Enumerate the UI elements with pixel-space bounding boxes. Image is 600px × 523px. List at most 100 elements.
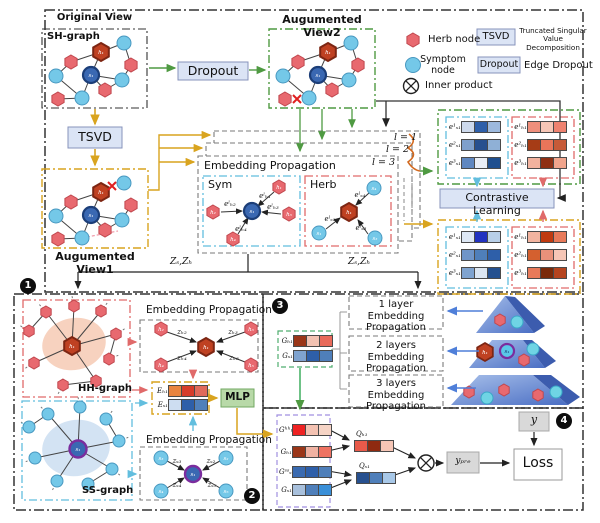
view1-sym-row-1: e¹ₛ₁ [448, 231, 501, 243]
svg-text:s₁: s₁ [75, 447, 80, 453]
svg-text:zₛ₃: zₛ₃ [172, 457, 182, 465]
pyramid-symptom-center [498, 342, 516, 360]
svg-text:h₁: h₁ [98, 190, 104, 196]
embedding-cells [292, 466, 332, 478]
view1-embeddings-box [437, 219, 581, 295]
loss-box [513, 448, 563, 481]
sh-graph-figure: h₁ s₁ [48, 35, 138, 107]
embedding-cells [527, 231, 567, 243]
view2-sym-row-3: e³ₛ₁ [448, 157, 501, 169]
section-badge-4: 4 [556, 413, 572, 429]
embedding-label: e¹ₕ₁ [514, 233, 527, 241]
svg-text:zₕ₂: zₕ₂ [176, 328, 187, 336]
legend-dropout-box [477, 56, 521, 74]
section-badge-2: 2 [244, 488, 260, 504]
view1-sym-row-2: e²ₛ₁ [448, 249, 501, 261]
legend-symptom-label: Symptom node [420, 54, 466, 76]
svg-text:h₃: h₃ [248, 327, 254, 333]
svg-text:h₅: h₅ [248, 363, 255, 369]
augmented-view2-figure: h₁ s₁ [275, 35, 365, 107]
view2-sym-row-2: e²ₛ₁ [448, 139, 501, 151]
layer-label-1: l = 1 [394, 132, 418, 143]
embedding-label: Gˢˢₛ₁ [279, 468, 295, 476]
embedding-cells [461, 157, 501, 169]
legend-dropout-label: Dropout [479, 59, 519, 70]
g4-row-3: Gˢˢₛ₁ [279, 466, 332, 478]
svg-text:h₁: h₁ [203, 345, 209, 351]
mlp-label: MLP [225, 391, 250, 403]
layer-box-2: 2 layers Embedding Propagation [366, 340, 426, 374]
svg-text:h₁: h₁ [482, 350, 488, 356]
embedding-label: Gₕ₁ [281, 337, 293, 345]
embedding-cells [461, 121, 501, 133]
embedding-label: Eₛ₁ [157, 401, 168, 409]
contrastive-learning-box [439, 188, 555, 209]
qh-label: Qₕ₁ [356, 430, 368, 438]
view1-herb-row-2: e²ₕ₁ [514, 249, 567, 261]
svg-text:zₕ₄: zₕ₄ [176, 354, 187, 362]
layer-box-1: 1 layer Embedding Propagation [366, 299, 426, 333]
sh-graph-label: SH-graph [47, 31, 100, 42]
svg-text:eˡₕ₁: eˡₕ₁ [259, 192, 271, 200]
embedding-cells [527, 157, 567, 169]
svg-text:eˡₛ₃: eˡₛ₃ [355, 224, 366, 232]
qh-row [354, 440, 394, 452]
augmented-view1-box [41, 168, 149, 249]
svg-text:h₄: h₄ [230, 237, 236, 243]
ypre-label: yₚᵣₑ [455, 456, 471, 466]
embedding-label: e³ₕ₁ [514, 159, 527, 167]
g4-row-4: Gₛ₁ [279, 484, 332, 496]
embedding-cells [354, 440, 394, 452]
contrastive-learning-label: Contrastive Learning [465, 191, 529, 217]
embedding-label: e²ₕ₁ [514, 251, 527, 259]
svg-text:s₁: s₁ [504, 349, 509, 355]
e-box [151, 381, 210, 415]
section-badge-1: 1 [20, 278, 36, 294]
herb-label: Herb [310, 178, 337, 191]
legend-icons [402, 28, 521, 95]
ss-graph-figure: s₁ [20, 396, 130, 494]
embedding-cells [461, 139, 501, 151]
sh-graph-box [41, 28, 148, 109]
augmented-view1-label: Augumented View1 [55, 250, 135, 276]
svg-text:eˡₕ₄: eˡₕ₄ [235, 225, 247, 233]
embedding-label: e²ₛ₁ [448, 251, 461, 259]
sym-box [202, 175, 301, 247]
svg-text:s₂: s₂ [223, 456, 228, 462]
sym-propagation-figure: s₁ h₁ h₂ h₃ h₄ eˡₕ₁ eˡₕ₂ eˡₕ₃ eˡₕ₄ [206, 179, 296, 247]
herb-propagation-figure: h₁ s₄ s₁ s₃ eˡₛ₄ eˡₛ₁ eˡₛ₃ [311, 180, 383, 246]
embedding-cells [293, 350, 333, 362]
ss-graph-label: SS-graph [82, 485, 134, 496]
embedding-label: Gₛ₁ [281, 486, 292, 494]
augmented-view2-box [268, 28, 376, 109]
embedding-cells [527, 139, 567, 151]
embedding-label: e³ₕ₁ [514, 269, 527, 277]
inner-product-op [417, 454, 435, 472]
hh-graph-box [22, 299, 131, 398]
svg-text:s₄: s₄ [371, 186, 376, 192]
svg-text:zₕ₅: zₕ₅ [228, 354, 239, 362]
embedding-label: e³ₛ₁ [448, 159, 461, 167]
svg-text:s₁: s₁ [190, 472, 195, 478]
view2-embeddings-box [437, 109, 581, 185]
edge-drop-mark [292, 94, 302, 104]
ss-ep-title: Embedding Propagation [146, 434, 272, 446]
layer-box-3: 3 layers Embedding Propagation [366, 378, 426, 412]
svg-text:h₃: h₃ [286, 212, 292, 218]
qs-row [356, 472, 396, 484]
edge-drop-mark [107, 181, 117, 191]
svg-text:s₁: s₁ [88, 73, 93, 79]
svg-text:s₁: s₁ [88, 213, 93, 219]
layer-label-3: l = 3 [372, 157, 396, 168]
augmented-view1-figure: h₁ s₁ [48, 175, 138, 247]
view1-sym-row-3: e³ₛ₁ [448, 267, 501, 279]
embedding-label: e³ₛ₁ [448, 269, 461, 277]
embedding-cells [168, 385, 208, 397]
svg-text:zₛ₂: zₛ₂ [206, 457, 216, 465]
dropout-box [177, 61, 249, 81]
es-row: Eₛ₁ [155, 399, 208, 411]
embedding-label: Eₕ₁ [157, 387, 168, 395]
svg-text:h₄: h₄ [158, 363, 164, 369]
embedding-cells [461, 231, 501, 243]
